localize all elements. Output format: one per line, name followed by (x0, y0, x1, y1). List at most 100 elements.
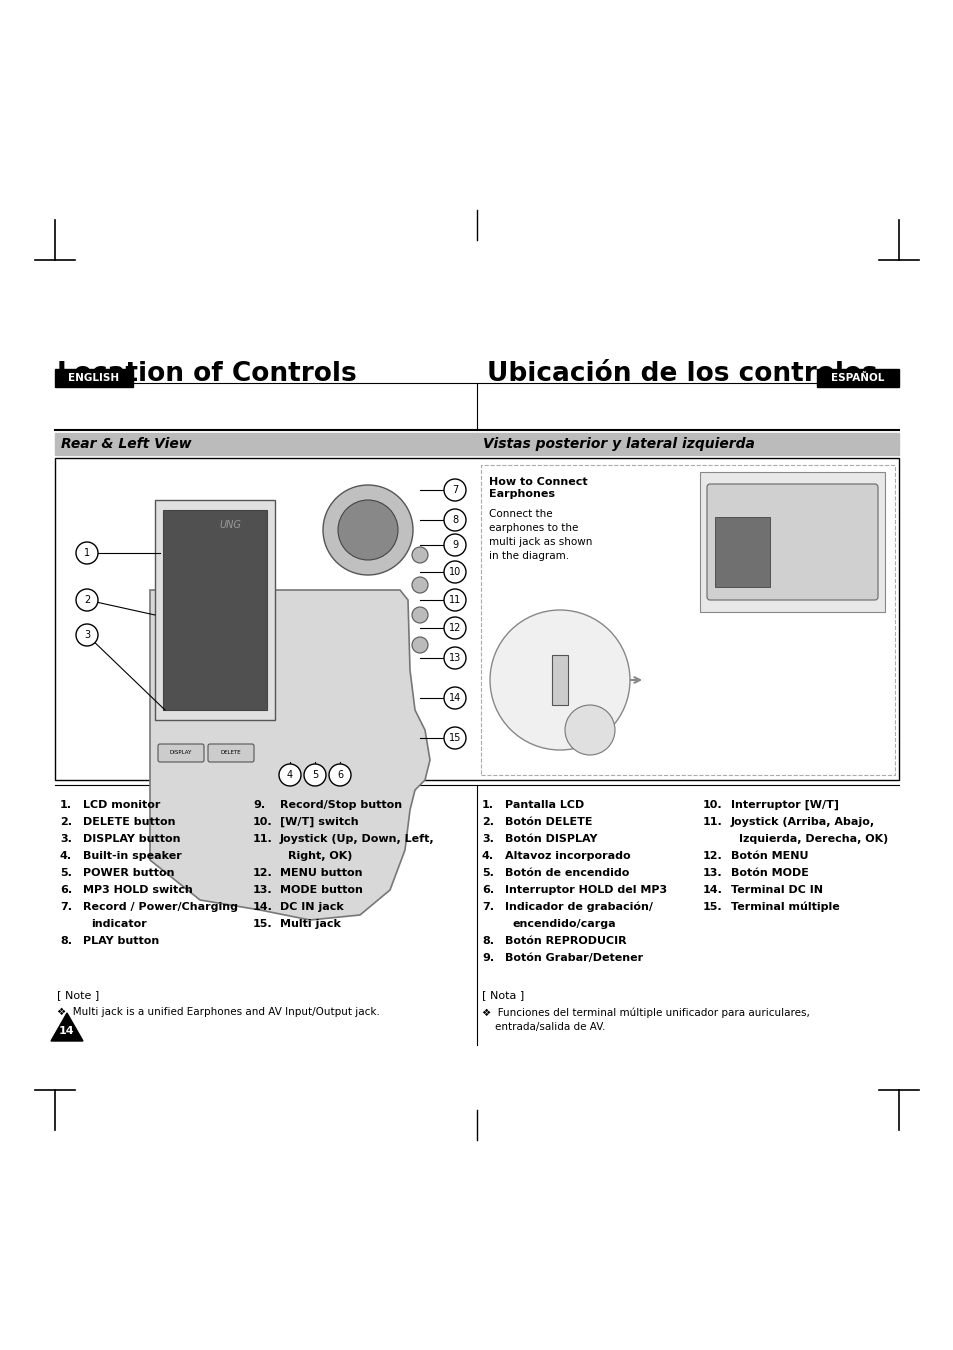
Text: 13: 13 (449, 653, 460, 663)
Text: Interruptor HOLD del MP3: Interruptor HOLD del MP3 (504, 886, 666, 895)
Circle shape (443, 589, 465, 612)
Text: encendido/carga: encendido/carga (513, 919, 616, 929)
Text: MODE button: MODE button (280, 886, 362, 895)
Text: ❖  Multi jack is a unified Earphones and AV Input/Output jack.: ❖ Multi jack is a unified Earphones and … (57, 1007, 379, 1017)
Bar (55, 458, 898, 780)
FancyBboxPatch shape (158, 744, 204, 761)
Text: DC IN jack: DC IN jack (280, 902, 343, 913)
Polygon shape (51, 1012, 83, 1041)
Text: 3: 3 (84, 630, 90, 640)
Text: Joystick (Up, Down, Left,: Joystick (Up, Down, Left, (280, 834, 435, 844)
Text: 6: 6 (336, 769, 343, 780)
Text: Record/Stop button: Record/Stop button (280, 801, 402, 810)
Text: 12.: 12. (702, 850, 722, 861)
Text: Joystick (Arriba, Abajo,: Joystick (Arriba, Abajo, (730, 817, 874, 828)
Circle shape (443, 509, 465, 531)
Text: Rear & Left View: Rear & Left View (61, 437, 192, 451)
Bar (480, 464, 894, 775)
FancyBboxPatch shape (208, 744, 253, 761)
Text: 5.: 5. (481, 868, 494, 878)
Text: 8: 8 (452, 514, 457, 525)
Text: 3.: 3. (481, 834, 494, 844)
Circle shape (278, 764, 301, 786)
Text: 1.: 1. (481, 801, 494, 810)
Text: ❖  Funciones del terminal múltiple unificador para auriculares,: ❖ Funciones del terminal múltiple unific… (481, 1007, 809, 1018)
Text: Botón REPRODUCIR: Botón REPRODUCIR (504, 936, 626, 946)
Text: 13.: 13. (702, 868, 721, 878)
Text: UNG: UNG (219, 520, 241, 531)
Circle shape (412, 637, 428, 653)
Text: 14: 14 (449, 693, 460, 703)
Text: DELETE button: DELETE button (83, 817, 175, 828)
Bar (476, 433, 898, 455)
Text: 2: 2 (84, 595, 90, 605)
Text: 14.: 14. (702, 886, 722, 895)
Circle shape (76, 541, 98, 564)
Text: 2.: 2. (60, 817, 71, 828)
Text: Botón MODE: Botón MODE (730, 868, 808, 878)
Text: 5.: 5. (60, 868, 71, 878)
Text: MP3 HOLD switch: MP3 HOLD switch (83, 886, 193, 895)
Text: Ubicación de los controles: Ubicación de los controles (486, 360, 877, 387)
Text: 1: 1 (84, 548, 90, 558)
Circle shape (323, 485, 413, 575)
Text: 14: 14 (59, 1026, 74, 1037)
Bar (163, 510, 267, 710)
Text: Altavoz incorporado: Altavoz incorporado (504, 850, 630, 861)
Circle shape (443, 479, 465, 501)
Text: 7.: 7. (60, 902, 71, 913)
Circle shape (443, 728, 465, 749)
Text: ESPAÑOL: ESPAÑOL (830, 373, 883, 383)
Circle shape (76, 624, 98, 647)
Circle shape (443, 647, 465, 670)
Text: 7: 7 (452, 485, 457, 495)
Text: Indicador de grabación/: Indicador de grabación/ (504, 902, 652, 913)
Text: 7.: 7. (481, 902, 494, 913)
Text: Botón DELETE: Botón DELETE (504, 817, 592, 828)
Text: 6.: 6. (60, 886, 72, 895)
Circle shape (337, 500, 397, 560)
Text: Record / Power/Charging: Record / Power/Charging (83, 902, 237, 913)
Circle shape (412, 576, 428, 593)
Circle shape (76, 589, 98, 612)
Text: Vistas posterior y lateral izquierda: Vistas posterior y lateral izquierda (482, 437, 754, 451)
Circle shape (443, 562, 465, 583)
Text: Terminal DC IN: Terminal DC IN (730, 886, 822, 895)
Text: 3.: 3. (60, 834, 71, 844)
Text: LCD monitor: LCD monitor (83, 801, 160, 810)
Polygon shape (150, 590, 430, 919)
Text: Botón de encendido: Botón de encendido (504, 868, 629, 878)
Bar (700, 472, 884, 612)
Text: ENGLISH: ENGLISH (69, 373, 119, 383)
Text: 9: 9 (452, 540, 457, 549)
Text: 12: 12 (448, 622, 460, 633)
Text: 10.: 10. (702, 801, 721, 810)
Circle shape (490, 610, 629, 751)
Circle shape (412, 608, 428, 622)
Text: indicator: indicator (91, 919, 147, 929)
Text: 2.: 2. (481, 817, 494, 828)
Text: 9.: 9. (253, 801, 265, 810)
Text: 9.: 9. (481, 953, 494, 963)
Text: 15.: 15. (702, 902, 721, 913)
Text: [ Nota ]: [ Nota ] (481, 990, 524, 1000)
Text: Terminal múltiple: Terminal múltiple (730, 902, 839, 913)
Bar (154, 500, 274, 720)
Text: 14.: 14. (253, 902, 273, 913)
Text: POWER button: POWER button (83, 868, 174, 878)
Text: Multi jack: Multi jack (280, 919, 340, 929)
Text: Botón MENU: Botón MENU (730, 850, 807, 861)
Text: DISPLAY: DISPLAY (170, 751, 192, 756)
Bar (55, 433, 476, 455)
Text: 12.: 12. (253, 868, 273, 878)
Text: Botón DISPLAY: Botón DISPLAY (504, 834, 597, 844)
Text: 10: 10 (449, 567, 460, 576)
Text: Interruptor [W/T]: Interruptor [W/T] (730, 801, 838, 810)
Bar (714, 517, 769, 587)
Text: 11: 11 (449, 595, 460, 605)
Text: 8.: 8. (481, 936, 494, 946)
Text: 10.: 10. (253, 817, 273, 828)
Text: Right, OK): Right, OK) (288, 850, 352, 861)
Text: 1.: 1. (60, 801, 71, 810)
Text: DELETE: DELETE (220, 751, 241, 756)
